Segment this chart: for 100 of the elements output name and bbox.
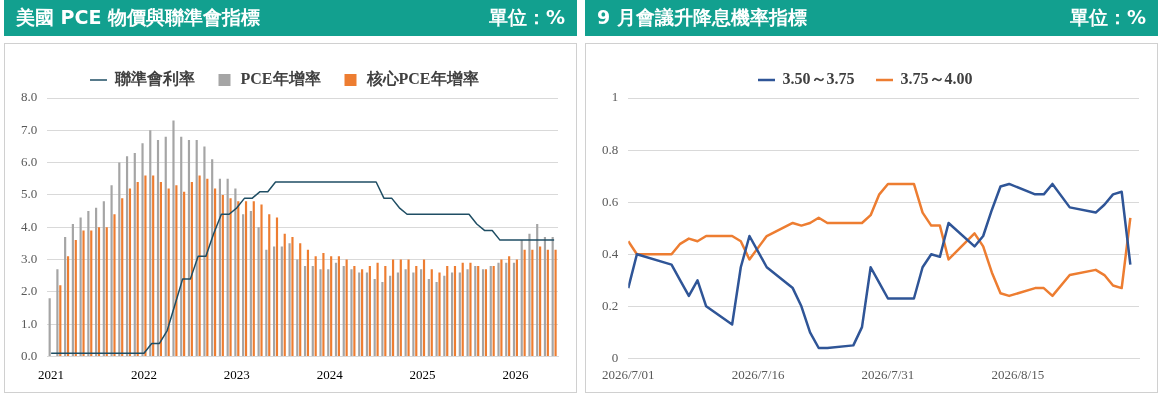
text: 單位：% — [488, 5, 565, 30]
bar — [528, 233, 531, 356]
bar — [164, 136, 167, 356]
y-tick-label: 0.2 — [602, 297, 619, 313]
bar — [203, 146, 206, 356]
y-tick-label: 2.0 — [21, 283, 38, 299]
bar — [211, 159, 214, 356]
bar — [288, 243, 291, 356]
bar — [376, 262, 379, 356]
bar — [306, 249, 310, 356]
bar — [242, 214, 245, 356]
bar — [144, 175, 147, 356]
bar — [404, 269, 407, 356]
bar — [71, 223, 74, 356]
bar — [450, 272, 454, 356]
bar — [79, 217, 82, 356]
bar — [260, 204, 263, 356]
bar — [56, 269, 59, 356]
bar — [453, 265, 457, 356]
bar — [438, 272, 441, 356]
y-tick-label: 0.0 — [21, 347, 38, 363]
bar — [283, 233, 286, 356]
bar — [133, 152, 136, 356]
text: 單位：% — [1069, 5, 1146, 30]
bar — [505, 262, 508, 356]
legend-label: PCE年增率 — [240, 69, 321, 88]
bar — [156, 139, 160, 356]
bar — [187, 139, 191, 356]
bar — [311, 265, 314, 356]
bar — [237, 201, 240, 356]
bar — [252, 201, 255, 356]
bar — [319, 269, 322, 356]
bar — [443, 275, 446, 356]
bar — [48, 298, 51, 356]
bar — [314, 256, 317, 356]
x-tick-label: 2026/7/31 — [861, 366, 915, 382]
bar — [110, 185, 113, 356]
y-tick-label: 0.6 — [602, 193, 619, 209]
legend-label: 3.75～4.00 — [900, 70, 973, 88]
bar — [520, 240, 523, 356]
y-tick-label: 4.0 — [21, 218, 38, 234]
bar — [461, 262, 464, 356]
y-tick-label: 0 — [611, 349, 619, 365]
bar — [273, 246, 276, 356]
bar — [136, 181, 139, 356]
bar — [87, 211, 90, 356]
bar — [551, 236, 554, 356]
bar — [97, 227, 101, 356]
bar — [82, 230, 85, 356]
bar — [345, 259, 348, 356]
bar — [102, 201, 105, 356]
bar — [412, 272, 415, 356]
bar — [149, 130, 152, 356]
bar — [128, 188, 132, 356]
y-tick-label: 5.0 — [21, 186, 38, 202]
y-tick-label: 0.8 — [602, 141, 619, 157]
bar — [350, 269, 353, 356]
y-tick-label: 0.4 — [602, 245, 619, 261]
bar — [198, 175, 201, 356]
bar — [141, 143, 144, 356]
bar — [337, 256, 340, 356]
bar — [523, 249, 526, 356]
bar — [531, 249, 534, 356]
bar — [365, 272, 369, 356]
bar — [180, 136, 183, 356]
bar — [427, 278, 430, 356]
bar — [466, 269, 469, 356]
bar — [213, 188, 217, 356]
bar — [342, 265, 345, 356]
x-tick-label: 2021 — [38, 366, 65, 382]
bar — [399, 259, 402, 356]
x-tick-label: 2026/7/16 — [731, 366, 785, 382]
y-tick-label: 7.0 — [21, 121, 38, 137]
bar — [353, 265, 356, 356]
x-tick-label: 2023 — [223, 366, 250, 382]
bar — [172, 120, 175, 356]
bar — [66, 256, 70, 356]
bar — [296, 259, 299, 356]
bar — [536, 223, 539, 356]
bar — [229, 198, 232, 356]
bar — [407, 259, 410, 356]
bar — [291, 236, 294, 356]
bar — [167, 188, 170, 356]
bar — [546, 249, 549, 356]
x-tick-label: 2026/7/01 — [601, 366, 655, 382]
x-tick-label: 2025 — [409, 366, 436, 382]
bar — [257, 227, 260, 356]
bar — [458, 272, 461, 356]
bar — [74, 240, 77, 356]
bar — [415, 265, 418, 356]
x-tick-label: 2024 — [316, 366, 344, 382]
bar — [249, 211, 252, 356]
bar — [554, 249, 557, 356]
bar — [268, 214, 271, 356]
bar — [322, 253, 325, 356]
bar — [543, 236, 547, 356]
bar — [420, 269, 423, 356]
bar — [125, 156, 129, 356]
bar — [430, 269, 433, 356]
bar — [244, 201, 248, 356]
